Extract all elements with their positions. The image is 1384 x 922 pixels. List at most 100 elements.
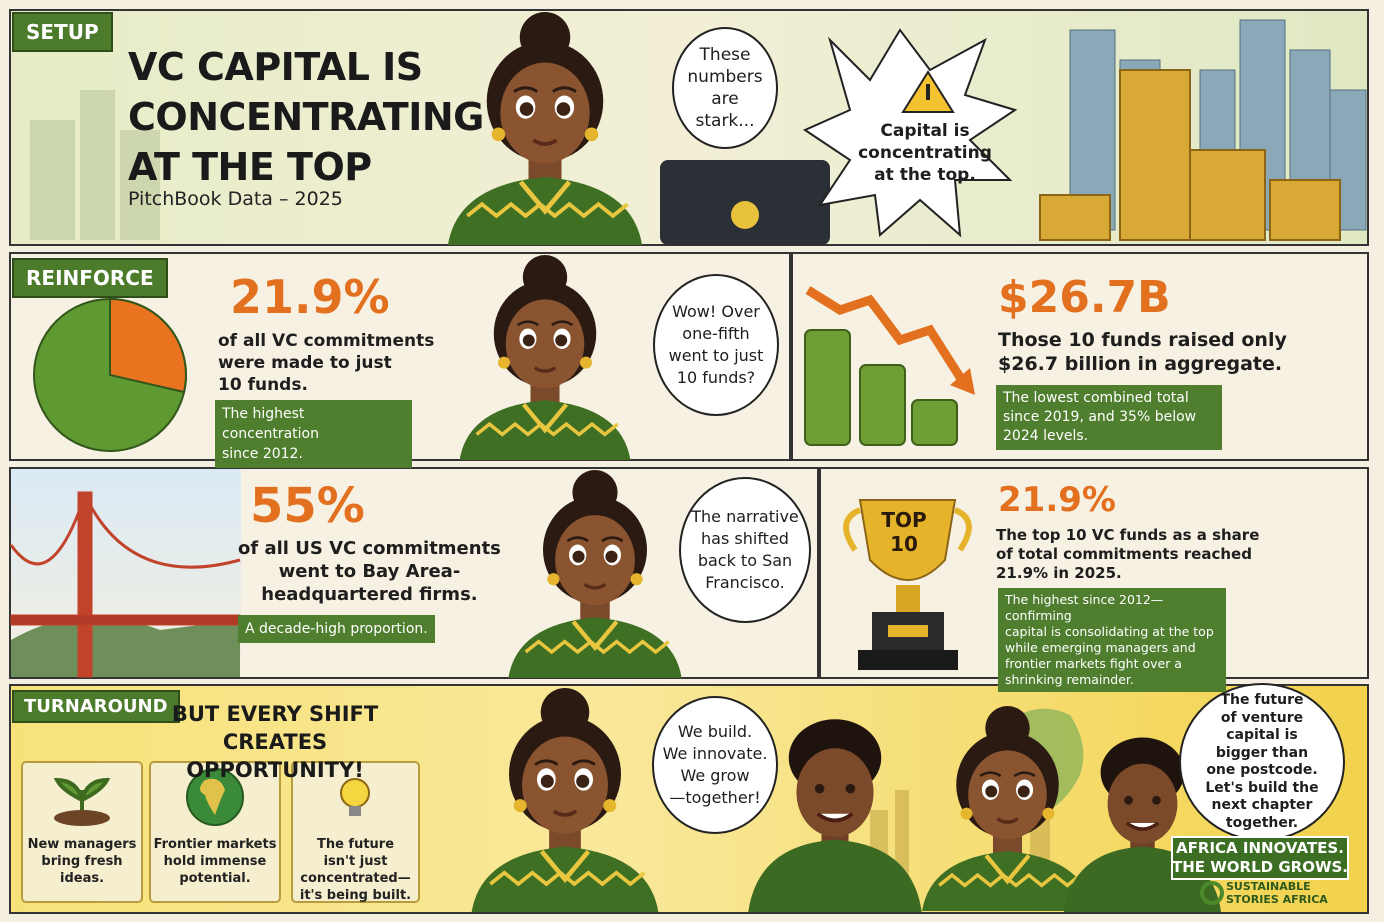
- text-line: Francisco.: [705, 573, 785, 592]
- decoration: [843, 507, 972, 552]
- text-line: went to just: [668, 346, 764, 365]
- decoration: [1189, 149, 1266, 241]
- arrow-head: [950, 368, 975, 395]
- text-line: frontier markets fight over a: [1005, 656, 1182, 671]
- text-line: Capital is: [880, 121, 970, 141]
- decoration: [349, 806, 361, 816]
- text-line: The future: [1220, 692, 1304, 708]
- stat-figure: 21.9%: [998, 480, 1116, 520]
- speech-bubble: [672, 27, 778, 149]
- decoration: [1039, 194, 1111, 241]
- section-tag: REINFORCE: [12, 258, 168, 298]
- text-line: of total commitments reached: [996, 545, 1252, 563]
- warning-mark: [926, 84, 930, 100]
- turnaround-heading: BUT EVERY SHIFT CREATES OPPORTUNITY!: [150, 700, 400, 784]
- text-line: New managers: [27, 837, 137, 852]
- text-line: bigger than: [1215, 744, 1309, 761]
- text-line: bring fresh: [41, 854, 123, 869]
- decoration: [1269, 179, 1341, 241]
- decoration: [858, 499, 957, 581]
- decoration: [54, 810, 110, 826]
- decoration: [9, 490, 241, 569]
- city-left: [30, 90, 160, 240]
- headline: VC CAPITAL IS CONCENTRATING AT THE TOP: [128, 42, 484, 192]
- coin-stacks: [804, 329, 958, 446]
- stat-note: A decade-high proportion.: [238, 615, 435, 643]
- text-line: one postcode.: [1206, 762, 1318, 778]
- text-line: it's being built.: [299, 888, 412, 903]
- text-line: The highest concentration: [222, 406, 319, 442]
- text-line: has shifted: [701, 529, 789, 548]
- text-line: numbers are: [687, 67, 763, 109]
- stat-figure: 55%: [250, 478, 365, 534]
- text-line: potential.: [179, 871, 251, 886]
- text-line: went to Bay Area-: [278, 561, 461, 582]
- text-line: STORIES AFRICA: [1226, 893, 1328, 906]
- text-line: together.: [1225, 814, 1299, 831]
- text-line: AT THE TOP: [128, 145, 372, 189]
- card-text: The future isn't just concentrated— it's be…: [292, 836, 419, 904]
- text-line: shrinking remainder.: [1005, 672, 1134, 687]
- alert-text: Capital is concentrating at the top.: [850, 118, 1000, 188]
- banner: [1171, 836, 1349, 880]
- text-line: THE WORLD GROWS.: [1172, 858, 1348, 876]
- stat-text: of all VC commitments were made to just 10…: [218, 330, 434, 396]
- text-line: $26.7 billion in aggregate.: [998, 353, 1283, 375]
- text-line: We build.: [677, 722, 753, 741]
- text-line: CONCENTRATING: [128, 95, 484, 139]
- text-line: were made to just: [218, 353, 392, 373]
- text-line: The narrative: [691, 507, 799, 526]
- text-line: since 2019, and 35% below: [1003, 409, 1197, 425]
- decoration: [291, 761, 420, 903]
- decoration: [804, 329, 851, 446]
- stat-note: The lowest combined total since 2019, and…: [996, 385, 1222, 450]
- decoration: [30, 120, 75, 240]
- stat-figure: 21.9%: [230, 270, 390, 324]
- text-line: —together!: [669, 788, 761, 807]
- text-line: We innovate.: [662, 744, 768, 763]
- text-line: The future: [316, 837, 395, 852]
- speech-text: We build. We innovate. We grow —together!: [655, 698, 775, 832]
- text-line: concentrating: [858, 143, 992, 163]
- text-line: BUT EVERY SHIFT: [171, 702, 379, 726]
- speech-text: These numbers are stark...: [673, 28, 777, 148]
- text-line: We grow: [680, 766, 750, 785]
- text-line: capital is: [1226, 727, 1298, 743]
- down-arrow: [805, 286, 969, 388]
- text-line: The highest since 2012—confirming: [1005, 592, 1164, 623]
- text-line: since 2012.: [222, 446, 303, 462]
- alert-burst: [802, 28, 1018, 238]
- text-line: Those 10 funds raised only: [998, 329, 1287, 351]
- text-line: These: [699, 45, 751, 65]
- stat-note: The highest concentration since 2012.: [215, 400, 412, 468]
- text-line: The top 10 VC funds as a share: [996, 526, 1260, 544]
- decoration: [10, 614, 241, 626]
- logo-mark: [1200, 881, 1224, 905]
- decoration: [200, 778, 225, 815]
- stat-text: Those 10 funds raised only $26.7 billion …: [998, 328, 1287, 376]
- decoration: [77, 491, 93, 678]
- text-line: while emerging managers and: [1005, 640, 1196, 655]
- text-line: isn't just: [323, 854, 388, 869]
- section-tag: SETUP: [12, 12, 113, 52]
- text-line: 21.9% in 2025.: [996, 564, 1122, 582]
- text-line: back to San: [697, 551, 793, 570]
- stat-note: The highest since 2012—confirming capital…: [998, 588, 1226, 692]
- bridge: [9, 490, 241, 678]
- text-line: 10: [890, 532, 918, 556]
- card-text: New managers bring fresh ideas.: [22, 836, 142, 887]
- decoration: [888, 625, 928, 637]
- decoration: [896, 585, 920, 615]
- card-icons: [53, 768, 370, 826]
- text-line: one-fifth: [682, 324, 750, 343]
- text-line: of all US VC commitments: [238, 538, 501, 559]
- text-line: AFRICA INNOVATES.: [1176, 839, 1344, 857]
- speech-text: The narrative has shifted back to San Franc…: [682, 480, 808, 620]
- text-line: ideas.: [59, 871, 105, 886]
- text-line: Let's build the: [1205, 779, 1319, 796]
- text-line: TOP: [881, 508, 927, 532]
- decoration: [859, 364, 906, 446]
- text-line: hold immense: [163, 854, 267, 869]
